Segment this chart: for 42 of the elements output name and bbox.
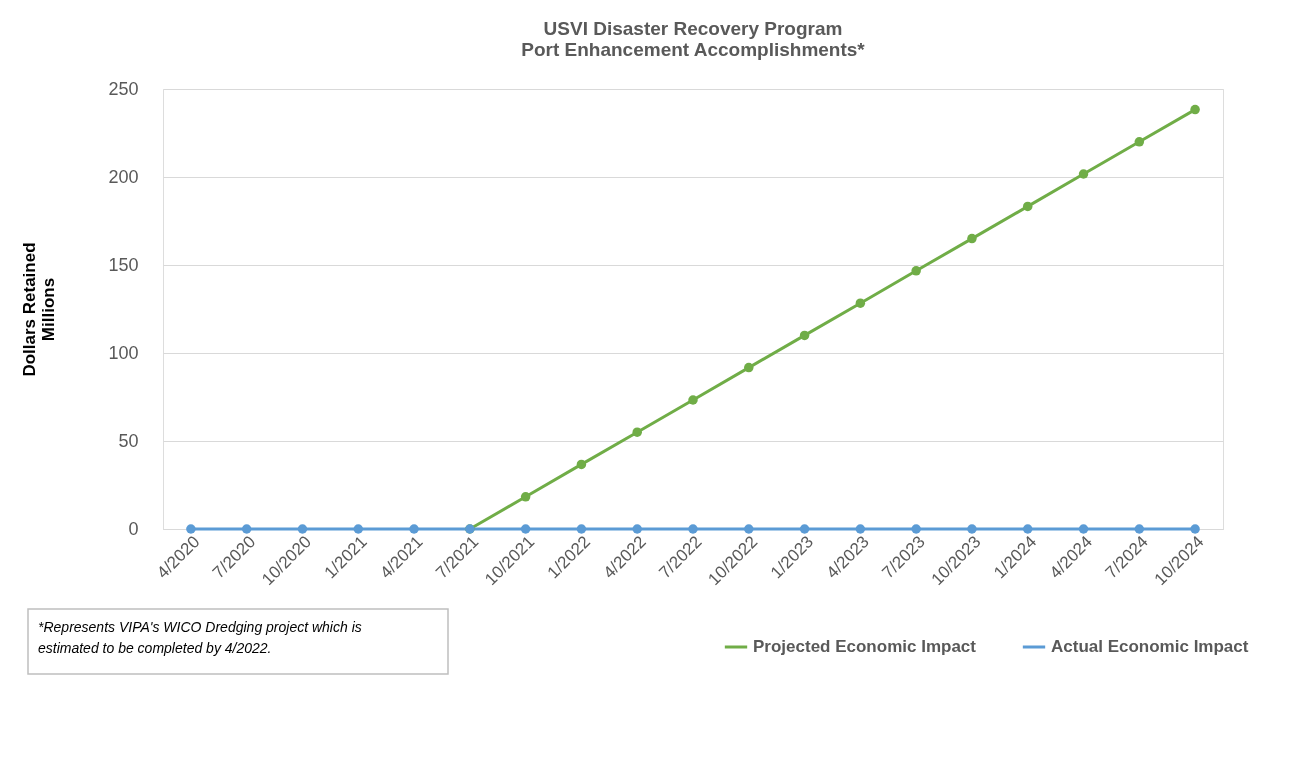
point	[409, 524, 419, 534]
y-tick-label: 0	[128, 518, 139, 539]
point	[688, 395, 698, 405]
point	[967, 233, 977, 244]
text: *Represents VIPA's WICO Dredging project which is estimated to be completed by 4/2022.	[38, 619, 362, 656]
y-tick-label: 200	[108, 166, 139, 187]
point	[241, 524, 252, 534]
point	[520, 524, 531, 534]
point	[632, 524, 642, 534]
point	[1078, 524, 1089, 534]
point	[1022, 201, 1033, 212]
point	[799, 524, 810, 534]
point	[297, 524, 308, 534]
point	[1022, 524, 1033, 534]
point	[576, 524, 587, 534]
point	[1190, 104, 1200, 115]
point	[1190, 524, 1200, 534]
point	[799, 330, 810, 341]
point	[744, 524, 754, 534]
point	[855, 524, 866, 534]
y-tick-label: 100	[108, 342, 139, 363]
y-tick-label: 50	[118, 430, 139, 451]
point	[855, 298, 866, 308]
y-tick-label: 150	[108, 254, 139, 275]
point	[911, 266, 921, 276]
point	[353, 524, 364, 534]
point	[967, 524, 977, 534]
point	[911, 524, 921, 534]
point	[688, 524, 698, 534]
legend-label: Projected Economic Impact	[753, 637, 977, 656]
point	[1134, 137, 1145, 147]
y-tick-label: 250	[108, 78, 139, 99]
legend-label: Actual Economic Impact	[1051, 637, 1249, 656]
point	[186, 524, 196, 534]
point	[632, 427, 642, 437]
point	[1134, 524, 1145, 534]
y-axis-title: Dollars Retained Millions	[20, 242, 59, 377]
chart-title: USVI Disaster Recovery Program Port Enhancement Accomplishments*	[521, 18, 866, 60]
point	[576, 459, 587, 470]
point	[744, 362, 754, 373]
point	[1078, 169, 1089, 179]
point	[520, 492, 531, 502]
